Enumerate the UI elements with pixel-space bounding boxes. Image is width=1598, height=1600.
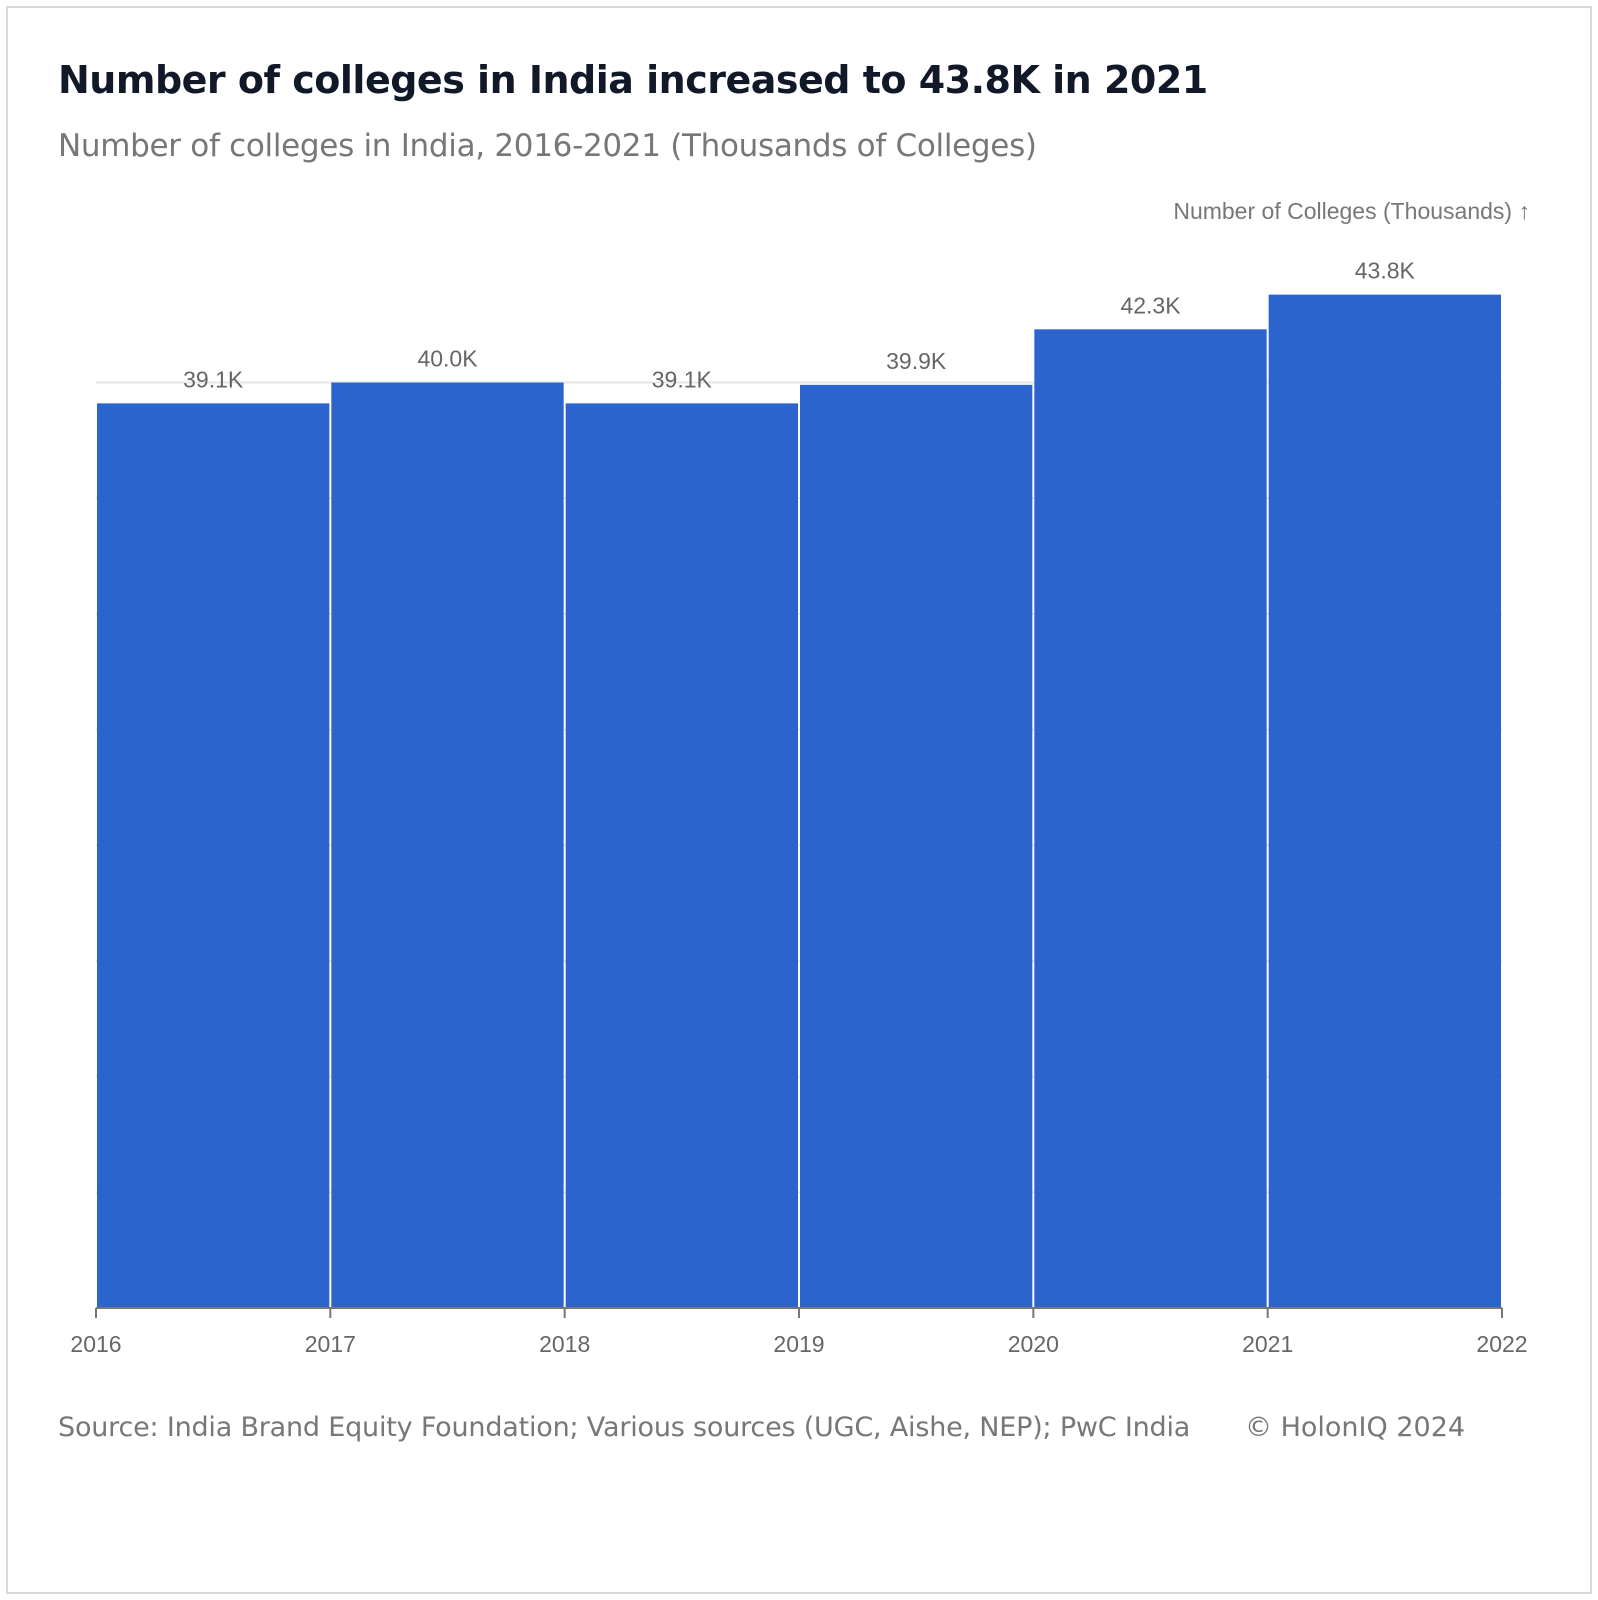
bar-chart: 2016 2017 2018 2019 2020 2021 2022 39.1K40.0K3… (70, 198, 1530, 1357)
chart-subtitle: Number of colleges in India, 2016-2021 (… (58, 128, 1037, 164)
x-tick-label-2021: 2021 (1242, 1331, 1293, 1357)
x-tick-label-2020: 2020 (1008, 1331, 1059, 1357)
data-label-2017: 40.0K (417, 346, 478, 372)
data-label-2016: 39.1K (183, 366, 244, 392)
x-tick-label-2016: 2016 (70, 1331, 121, 1357)
bar-2018[interactable] (565, 403, 798, 1309)
copyright-note: © HolonIQ 2024 (1245, 1412, 1466, 1443)
data-labels: 39.1K 40.0K 39.1K 39.9K 42.3K 43.8K (183, 258, 1415, 393)
bar-2019[interactable] (800, 384, 1033, 1308)
x-axis: 2016 2017 2018 2019 2020 2021 2022 (70, 1307, 1528, 1357)
x-tick-label-2018: 2018 (539, 1331, 590, 1357)
bar-2020[interactable] (1034, 329, 1267, 1309)
data-label-2019: 39.9K (886, 348, 947, 374)
data-label-2020: 42.3K (1120, 292, 1181, 318)
x-tick-label-2017: 2017 (305, 1331, 356, 1357)
data-label-2021: 43.8K (1355, 258, 1416, 284)
bar-2021[interactable] (1268, 294, 1501, 1308)
data-label-2018: 39.1K (652, 366, 713, 392)
bars (97, 294, 1501, 1309)
bar-2017[interactable] (331, 382, 564, 1309)
y-axis-label: Number of Colleges (Thousands) ↑ (1173, 198, 1530, 224)
source-note: Source: India Brand Equity Foundation; V… (58, 1412, 1191, 1443)
x-tick-label-2022: 2022 (1476, 1331, 1527, 1357)
chart-title: Number of colleges in India increased to… (58, 58, 1208, 102)
gridlines (96, 381, 1502, 1194)
x-tick-label-2019: 2019 (773, 1331, 824, 1357)
bar-2016[interactable] (97, 403, 330, 1309)
